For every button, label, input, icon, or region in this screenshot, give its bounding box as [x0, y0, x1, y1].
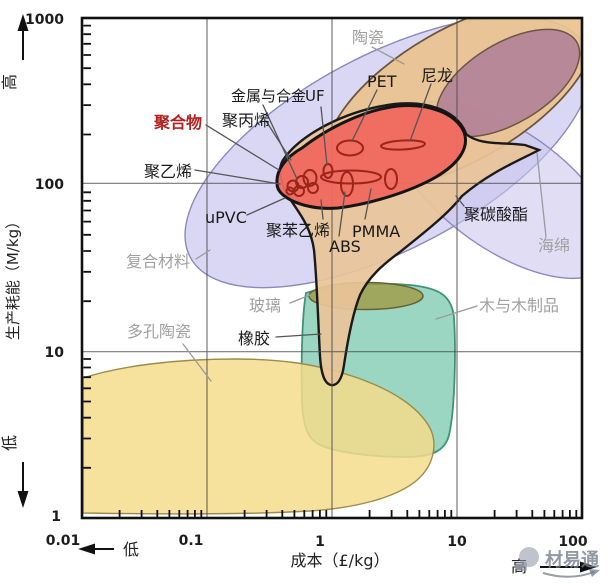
leader-pe: [194, 169, 281, 185]
gridlines: [82, 18, 582, 518]
y-axis-low-arrow: [17, 462, 29, 508]
leader-rubber: [275, 333, 322, 338]
region-porous-ceramics: [82, 358, 435, 515]
bubble-abs: [340, 171, 354, 197]
y-axis-title: 生产耗能（M/kg）: [4, 214, 22, 340]
x-axis-minor-ticks: [118, 510, 578, 517]
label-glass: 玻璃: [249, 296, 281, 315]
label-pmma: PMMA: [352, 222, 400, 241]
x-tick-1: 1: [315, 534, 325, 550]
label-pet: PET: [367, 72, 397, 91]
x-tick-100: 100: [558, 534, 587, 550]
label-ps: 聚苯乙烯: [266, 221, 330, 240]
label-nylon: 尼龙: [421, 66, 453, 85]
leader-porous: [182, 343, 212, 382]
y-axis-minor-ticks: [83, 24, 91, 469]
leader-foam: [536, 152, 547, 238]
label-ceramics: 陶瓷: [352, 28, 384, 47]
leader-pp: [265, 120, 292, 161]
y-tick-1: 1: [51, 509, 61, 525]
watermark-swoosh-arrowhead: [589, 569, 600, 577]
bubble-ps2: [293, 185, 305, 197]
x-tick-10: 10: [447, 534, 467, 550]
label-upvc: uPVC: [205, 208, 247, 227]
leader-composites: [195, 249, 211, 260]
y-axis-low-label: 低: [0, 435, 19, 451]
x-tick-0p1: 0.1: [179, 533, 204, 549]
leader-lines-gray: [182, 46, 547, 382]
leader-pc: [455, 195, 465, 207]
leader-pmma: [364, 188, 372, 220]
bubble-upvc: [302, 169, 318, 187]
watermark-swoosh: [542, 571, 595, 578]
bubble-pmma: [320, 169, 382, 185]
bubble-ps: [307, 182, 319, 194]
bubble-pc: [384, 168, 398, 190]
label-polymers: 聚合物: [153, 113, 202, 132]
bubble-uf: [322, 163, 334, 179]
watermark-logo-base: [516, 562, 527, 571]
leader-glass: [289, 294, 311, 304]
watermark: 材易通: [516, 547, 600, 578]
leader-upvc: [246, 197, 286, 216]
y-axis-high-arrow: [17, 14, 29, 60]
x-axis-low-label: 低: [123, 540, 139, 559]
y-tick-10: 10: [45, 345, 65, 361]
leader-wood: [435, 305, 478, 320]
leader-nylon: [409, 83, 432, 142]
leader-ceramics: [371, 46, 405, 65]
bubble-pet: [336, 139, 364, 157]
y-tick-100: 100: [35, 177, 64, 193]
x-tick-0p01: 0.01: [46, 533, 81, 549]
leader-pet: [351, 89, 378, 142]
bubble-nylon: [380, 139, 426, 151]
leader-lines-dark: [194, 83, 465, 338]
label-wood: 木与木制品: [479, 296, 559, 315]
leader-ps: [320, 199, 324, 220]
label-composites: 复合材料: [126, 252, 190, 271]
label-foam: 海绵: [538, 236, 570, 255]
x-axis-low-arrow: [78, 543, 114, 555]
polymer-material-bubbles: [285, 139, 426, 197]
label-porous-ceramics: 多孔陶瓷: [127, 322, 191, 341]
label-metals: 金属与合金: [231, 87, 306, 105]
x-axis-high-arrow: [540, 561, 597, 573]
x-axis-title: 成本（£/kg）: [291, 551, 390, 570]
plot-border: [80, 16, 584, 520]
label-rubber: 橡胶: [238, 329, 270, 348]
watermark-text: 材易通: [545, 549, 599, 571]
leader-polymers: [205, 124, 280, 171]
label-pp: 聚丙烯: [222, 111, 270, 130]
label-pc: 聚碳酸酯: [464, 205, 528, 224]
label-uf: UF: [305, 87, 325, 105]
label-abs: ABS: [329, 237, 361, 256]
region-polymers-core: [275, 104, 467, 210]
leader-uf: [320, 106, 328, 166]
y-tick-1000: 1000: [25, 12, 64, 28]
leader-abs: [338, 191, 346, 237]
y-axis-high-label: 高: [0, 74, 19, 90]
label-pe: 聚乙烯: [144, 162, 192, 181]
